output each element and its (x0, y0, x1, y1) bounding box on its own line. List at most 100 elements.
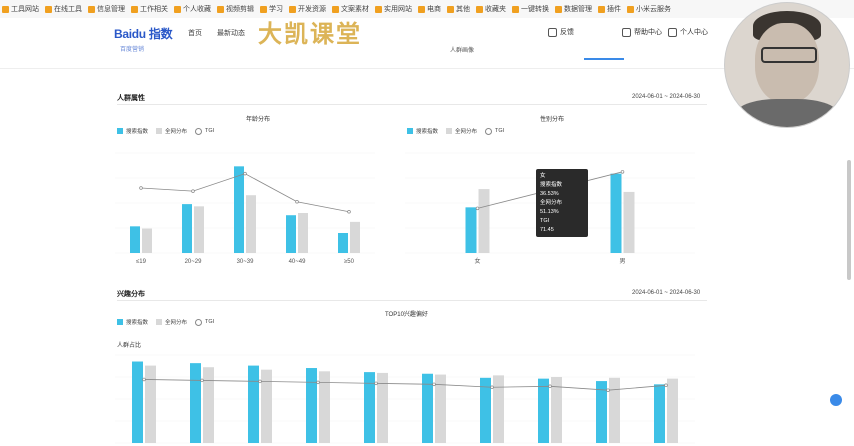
x-tick-label: 40~49 (289, 259, 307, 265)
folder-icon (45, 5, 52, 13)
bookmark-item[interactable]: 插件 (598, 4, 621, 14)
bookmark-label: 电商 (427, 6, 441, 13)
tab-crowd-portrait[interactable]: 人群画像 (450, 48, 475, 54)
feedback-button[interactable]: 反馈 (548, 27, 574, 37)
tgi-point (258, 379, 262, 384)
date-range-1[interactable]: 2024-06-01 ~ 2024-06-30 (632, 94, 701, 100)
x-tick-label: 20~29 (185, 259, 203, 265)
tooltip-value: 71.45 (540, 227, 554, 233)
section-crowd-attributes-title: 人群属性 (117, 95, 145, 102)
bookmark-item[interactable]: 电商 (418, 4, 441, 14)
bookmark-item[interactable]: 实用网站 (375, 4, 412, 14)
legend-tgi[interactable]: TGI (485, 127, 504, 135)
x-tick-label: 女 (474, 257, 480, 265)
tooltip-row: 全网分布 (540, 200, 563, 206)
bar-search-index (538, 378, 549, 443)
tooltip-row: 搜索指数 (540, 182, 563, 188)
bar-search-index (338, 233, 348, 253)
tooltip-value: 51.13% (540, 209, 559, 215)
interest-chart-title: TOP10兴趣偏好 (385, 312, 428, 318)
tooltip-row: TGI (540, 218, 550, 224)
bar-network-share (319, 371, 330, 443)
bookmark-item[interactable]: 开发资源 (289, 4, 326, 14)
folder-icon (131, 5, 138, 13)
bookmark-item[interactable]: 学习 (260, 4, 283, 14)
gender-chart-legend: 搜索指数 全网分布 TGI (407, 127, 512, 135)
bookmark-label: 信息管理 (97, 6, 125, 13)
bookmark-label: 文案素材 (341, 6, 369, 13)
bookmark-label: 视频剪辑 (226, 6, 254, 13)
user-center-button[interactable]: 个人中心 (668, 27, 708, 37)
age-chart-title: 年龄分布 (246, 117, 271, 123)
bar-network-share (493, 375, 504, 443)
bookmark-item[interactable]: 小米云服务 (627, 4, 671, 14)
bookmark-item[interactable]: 个人收藏 (174, 4, 211, 14)
date-range-2[interactable]: 2024-06-01 ~ 2024-06-30 (632, 290, 701, 296)
bookmark-item[interactable]: 收藏夹 (476, 4, 506, 14)
nav-latest[interactable]: 最新动态 (217, 30, 245, 37)
bar-search-index (654, 384, 665, 443)
folder-icon (555, 5, 562, 13)
tgi-point (548, 384, 552, 389)
legend-network[interactable]: 全网分布 (156, 127, 187, 135)
top-nav (0, 18, 854, 69)
x-tick-label: ≥50 (344, 259, 355, 265)
bookmark-item[interactable]: 视频剪辑 (217, 4, 254, 14)
glasses (761, 47, 817, 63)
legend-search[interactable]: 搜索指数 (407, 127, 438, 135)
user-icon (668, 27, 677, 37)
help-center-button[interactable]: 帮助中心 (622, 27, 662, 37)
gender-chart-title: 性别分布 (540, 117, 565, 123)
bookmark-label: 收藏夹 (485, 6, 506, 13)
bar-search-index (190, 363, 201, 443)
bar-network-share (145, 365, 156, 443)
bookmark-item[interactable]: 工具网站 (2, 4, 39, 14)
bookmark-item[interactable]: 一键转换 (512, 4, 549, 14)
bookmark-item[interactable]: 数据管理 (555, 4, 592, 14)
scrollbar[interactable] (847, 160, 851, 280)
x-tick-label: 30~39 (237, 259, 255, 265)
folder-icon (2, 5, 9, 13)
feedback-label: 反馈 (560, 29, 574, 36)
user-label: 个人中心 (680, 29, 708, 36)
folder-icon (217, 5, 224, 13)
bookmark-item[interactable]: 在线工具 (45, 4, 82, 14)
bar-search-index (182, 204, 192, 253)
bar-network-share (667, 378, 678, 443)
legend-search[interactable]: 搜索指数 (117, 127, 148, 135)
tooltip-title: 女 (540, 173, 546, 179)
folder-icon (418, 5, 425, 13)
legend-network[interactable]: 全网分布 (446, 127, 477, 135)
webcam-overlay (724, 2, 850, 128)
folder-icon (476, 5, 483, 13)
bookmark-item[interactable]: 信息管理 (88, 4, 125, 14)
nav-home[interactable]: 首页 (188, 30, 202, 37)
baidu-index-logo[interactable]: Baidu 指数 (114, 27, 173, 41)
bookmark-item[interactable]: 其他 (447, 4, 470, 14)
bar-network-share (350, 221, 360, 253)
legend-tgi[interactable]: TGI (195, 318, 214, 326)
legend-tgi[interactable]: TGI (195, 127, 214, 135)
floating-action-button[interactable] (830, 394, 842, 406)
bookmark-item[interactable]: 工作相关 (131, 4, 168, 14)
age-chart-legend: 搜索指数 全网分布 TGI (117, 127, 222, 135)
legend-search[interactable]: 搜索指数 (117, 318, 148, 326)
x-tick-label: ≤19 (136, 259, 147, 265)
folder-icon (512, 5, 519, 13)
folder-icon (174, 5, 181, 13)
legend-network[interactable]: 全网分布 (156, 318, 187, 326)
tgi-point (475, 206, 480, 211)
bar-search-index (234, 166, 244, 253)
bookmark-label: 数据管理 (564, 6, 592, 13)
interest-chart-legend: 搜索指数 全网分布 TGI (117, 318, 222, 326)
tgi-point (142, 377, 146, 382)
interest-distribution-chart (115, 354, 695, 444)
bookmarks-bar: 工具网站 在线工具 信息管理 工作相关 个人收藏 视频剪辑 学习 开发资源 文案素材 实用网站 电商… (0, 0, 854, 19)
tgi-line (143, 379, 667, 391)
bookmark-item[interactable]: 文案素材 (332, 4, 369, 14)
tgi-point (347, 209, 351, 214)
bookmark-label: 在线工具 (54, 6, 82, 13)
bar-network-share (435, 374, 446, 443)
folder-icon (88, 5, 95, 13)
bar-network-share (377, 372, 388, 443)
